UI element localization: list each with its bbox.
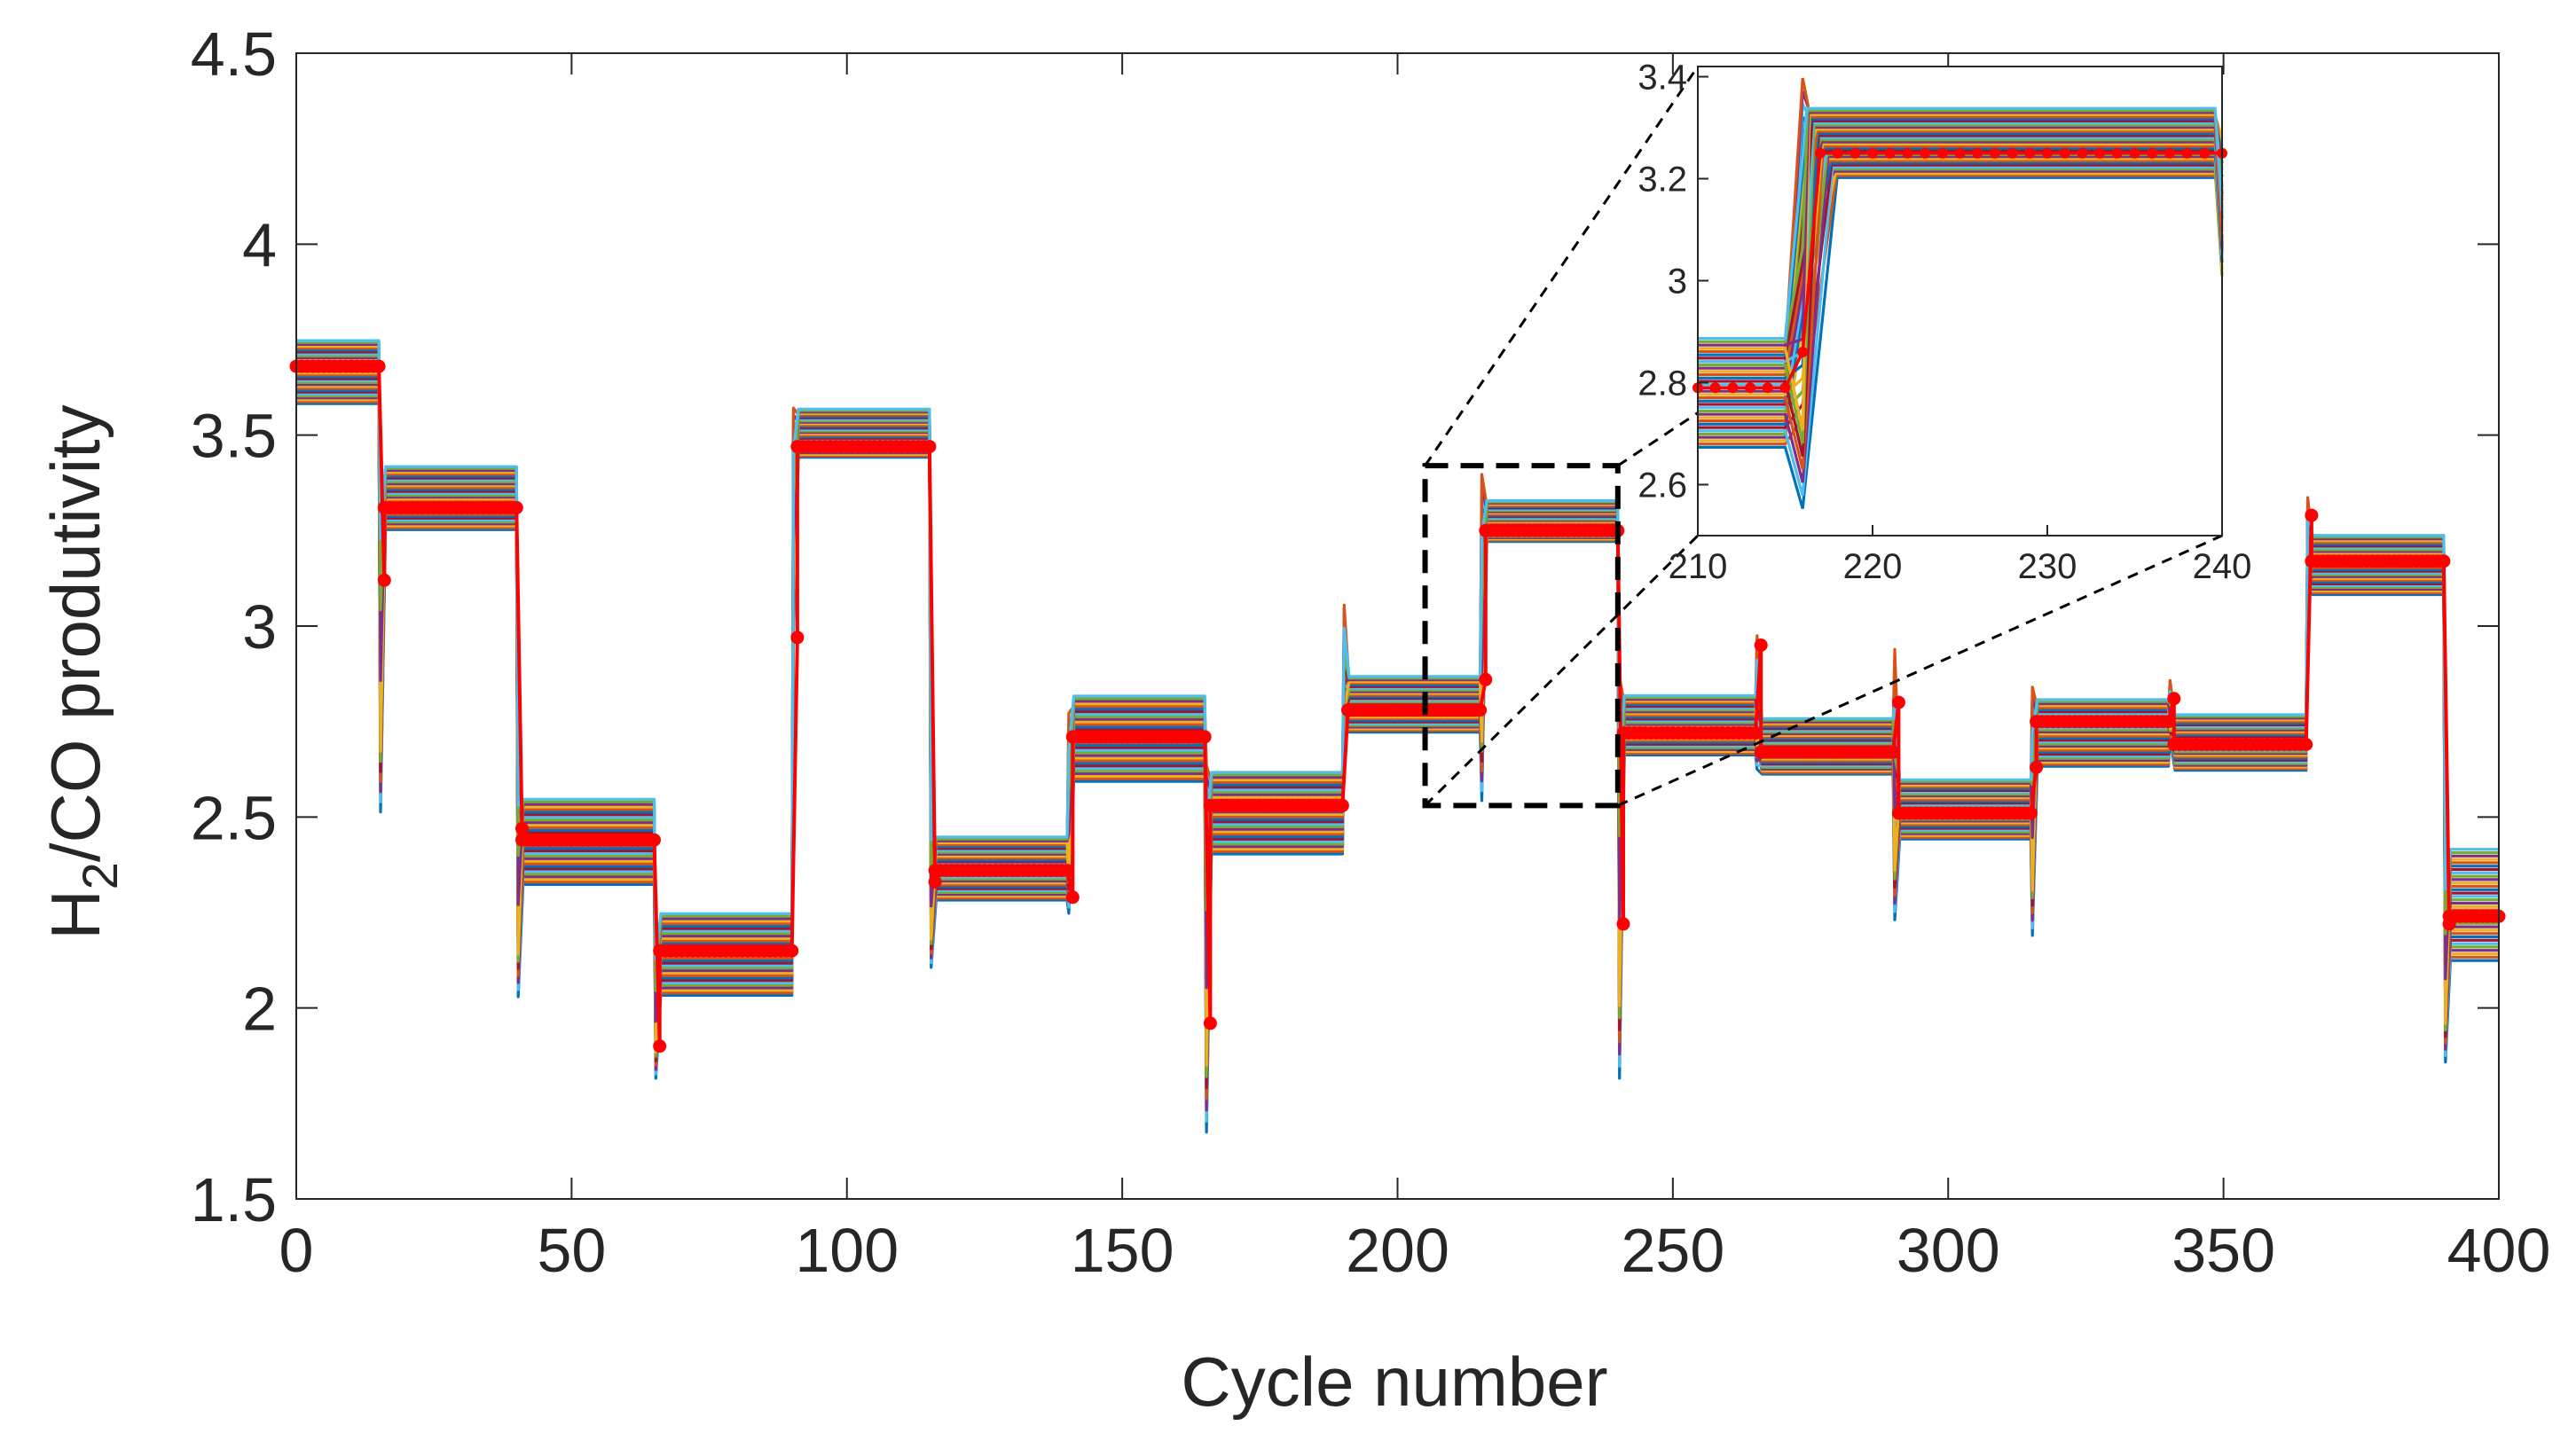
y-axis-title: H2/CO produtivity: [36, 404, 128, 939]
inset-x-tick-label: 210: [1669, 547, 1728, 586]
inset-plot-area: 210 220 230 240 2.6 2.8 3 3.2 3.4: [1637, 59, 2251, 587]
inset-mean-point: [1850, 147, 1861, 159]
inset-mean-point: [2007, 147, 2018, 159]
x-tick-label: 400: [2447, 1216, 2551, 1285]
inset-mean-point: [1797, 347, 1809, 357]
mean-point: [2162, 715, 2175, 729]
inset-mean-point: [1709, 382, 1721, 394]
x-tick-label: 300: [1897, 1216, 2000, 1285]
inset-mean-point: [1936, 147, 1948, 159]
inset-ensemble-lines: [1698, 77, 2224, 510]
inset-mean-point: [1972, 147, 1983, 159]
mean-point: [377, 573, 391, 587]
y-tick-label: 3.5: [191, 402, 277, 471]
inset-x-axis-ticks: 210 220 230 240: [1669, 525, 2252, 586]
zoom-region-box: [1422, 463, 1621, 809]
inset-mean-series: [1692, 147, 2227, 394]
inset-mean-point: [1884, 147, 1896, 159]
inset-x-tick-label: 220: [1843, 547, 1903, 586]
inset-y-axis-ticks: 2.6 2.8 3 3.2 3.4: [1637, 59, 1708, 505]
y-tick-label: 4.5: [191, 20, 277, 89]
y-tick-label: 2: [242, 975, 277, 1044]
mean-point: [2299, 738, 2313, 751]
mean-point: [1065, 890, 1080, 905]
mean-point: [1335, 798, 1349, 812]
mean-point: [1616, 917, 1630, 931]
y-tick-label: 3: [242, 592, 277, 662]
mean-point: [1473, 703, 1488, 717]
x-tick-label: 250: [1621, 1216, 1724, 1285]
mean-point: [1479, 672, 1493, 686]
inset-y-tick-label: 3.4: [1637, 59, 1687, 98]
inset-axes-frame: [1697, 66, 2223, 537]
inset-mean-point: [2111, 147, 2123, 159]
mean-point: [1886, 745, 1900, 759]
mean-point: [648, 833, 661, 847]
x-tick-label: 50: [537, 1216, 606, 1285]
mean-point: [1203, 1016, 1217, 1030]
inset-mean-point: [1954, 147, 1966, 159]
inset-mean-point: [2094, 147, 2106, 159]
inset-mean-point: [1989, 147, 2000, 159]
inset-mean-point: [1779, 382, 1791, 394]
inset-mean-point: [1832, 147, 1843, 159]
mean-point: [2305, 508, 2319, 522]
inset-mean-point: [2042, 147, 2053, 159]
mean-point: [515, 821, 529, 835]
mean-point: [653, 1039, 667, 1053]
inset-mean-point: [1920, 147, 1931, 159]
mean-point: [1198, 730, 1212, 744]
inset-mean-point: [2147, 147, 2158, 159]
mean-point: [2030, 760, 2044, 774]
mean-point: [2167, 692, 2181, 706]
inset-y-tick-label: 3.2: [1637, 161, 1687, 200]
inset-mean-point: [2164, 147, 2175, 159]
inset-mean-point: [1867, 147, 1878, 159]
inset-mean-point: [1814, 147, 1826, 159]
inset-x-tick-label: 240: [2193, 547, 2252, 586]
inset-mean-point: [2059, 147, 2070, 159]
inset-x-tick-label: 230: [2018, 547, 2077, 586]
x-tick-label: 0: [279, 1216, 314, 1285]
y-tick-label: 4: [242, 210, 277, 279]
inset-mean-point: [1745, 382, 1756, 394]
mean-point: [2437, 554, 2451, 568]
x-axis-title: Cycle number: [1181, 1343, 1607, 1421]
x-axis-ticks: 0 50 100 150 200 250 300 350 400: [279, 53, 2551, 1285]
mean-point: [1748, 726, 1763, 740]
x-tick-label: 100: [795, 1216, 899, 1285]
inset-ensemble-line: [1698, 106, 2224, 341]
x-tick-label: 350: [2172, 1216, 2275, 1285]
x-tick-label: 200: [1346, 1216, 1449, 1285]
mean-point: [785, 944, 799, 958]
inset-y-tick-label: 2.8: [1637, 364, 1687, 403]
y-tick-label: 1.5: [191, 1165, 277, 1234]
inset-mean-point: [2181, 147, 2193, 159]
zoom-connector: [1424, 66, 1700, 466]
inset-y-tick-label: 2.6: [1637, 466, 1687, 505]
mean-point: [509, 501, 523, 514]
mean-point: [1754, 638, 1768, 652]
mean-point: [923, 440, 937, 454]
mean-point: [2023, 806, 2038, 820]
inset-y-tick-label: 3: [1668, 262, 1687, 302]
inset-mean-point: [1762, 382, 1773, 394]
mean-point: [1060, 864, 1074, 878]
inset-mean-point: [2199, 147, 2211, 159]
inset-mean-point: [1727, 382, 1739, 394]
mean-point: [372, 359, 386, 373]
y-axis-ticks: 1.5 2 2.5 3 3.5 4 4.5: [191, 20, 2499, 1234]
x-tick-label: 150: [1071, 1216, 1174, 1285]
y-tick-label: 2.5: [191, 783, 277, 852]
mean-point: [1891, 695, 1905, 709]
inset-mean-point: [2077, 147, 2088, 159]
mean-point: [928, 875, 942, 889]
inset-mean-point: [2129, 147, 2140, 159]
zoom-connector: [1424, 534, 1700, 807]
inset-mean-point: [1902, 147, 1913, 159]
inset-mean-point: [2024, 147, 2036, 159]
mean-point: [790, 631, 805, 645]
